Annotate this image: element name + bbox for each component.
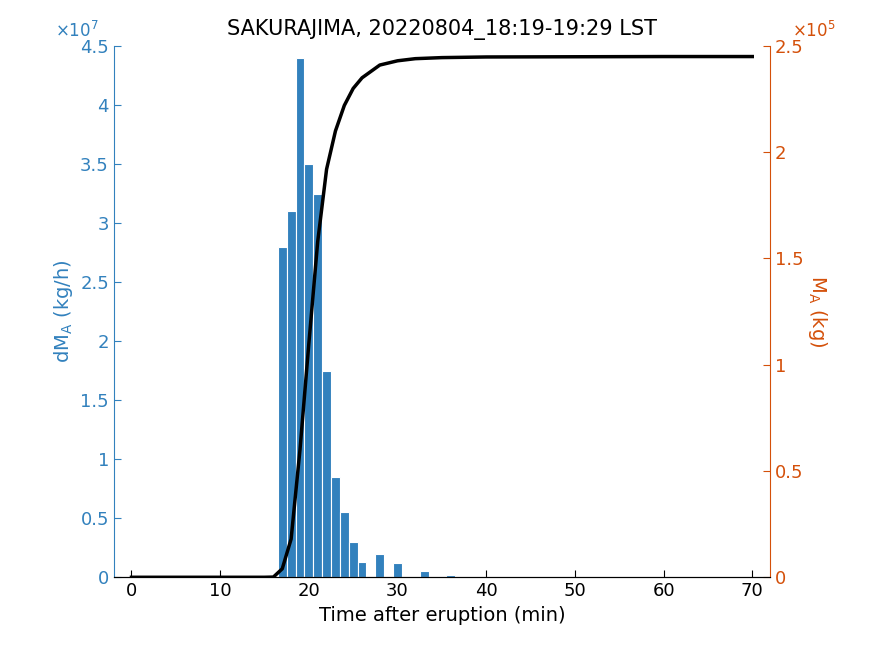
Bar — [393, 563, 402, 577]
Bar — [313, 194, 322, 577]
Bar — [322, 371, 331, 577]
X-axis label: Time after eruption (min): Time after eruption (min) — [318, 605, 565, 625]
Bar — [278, 247, 287, 577]
Bar — [375, 554, 384, 577]
Text: $\times10^5$: $\times10^5$ — [792, 20, 836, 41]
Bar — [287, 211, 296, 577]
Y-axis label: $\mathrm{dM_A}$ (kg/h): $\mathrm{dM_A}$ (kg/h) — [52, 260, 74, 363]
Bar — [331, 477, 340, 577]
Bar — [446, 575, 455, 577]
Bar — [296, 58, 304, 577]
Title: SAKURAJIMA, 20220804_18:19-19:29 LST: SAKURAJIMA, 20220804_18:19-19:29 LST — [227, 19, 657, 40]
Bar — [420, 571, 429, 577]
Bar — [349, 542, 358, 577]
Bar — [358, 562, 367, 577]
Bar — [304, 164, 313, 577]
Bar — [340, 512, 349, 577]
Text: $\times10^7$: $\times10^7$ — [54, 20, 99, 41]
Y-axis label: $\mathrm{M_A}$ (kg): $\mathrm{M_A}$ (kg) — [806, 276, 829, 348]
